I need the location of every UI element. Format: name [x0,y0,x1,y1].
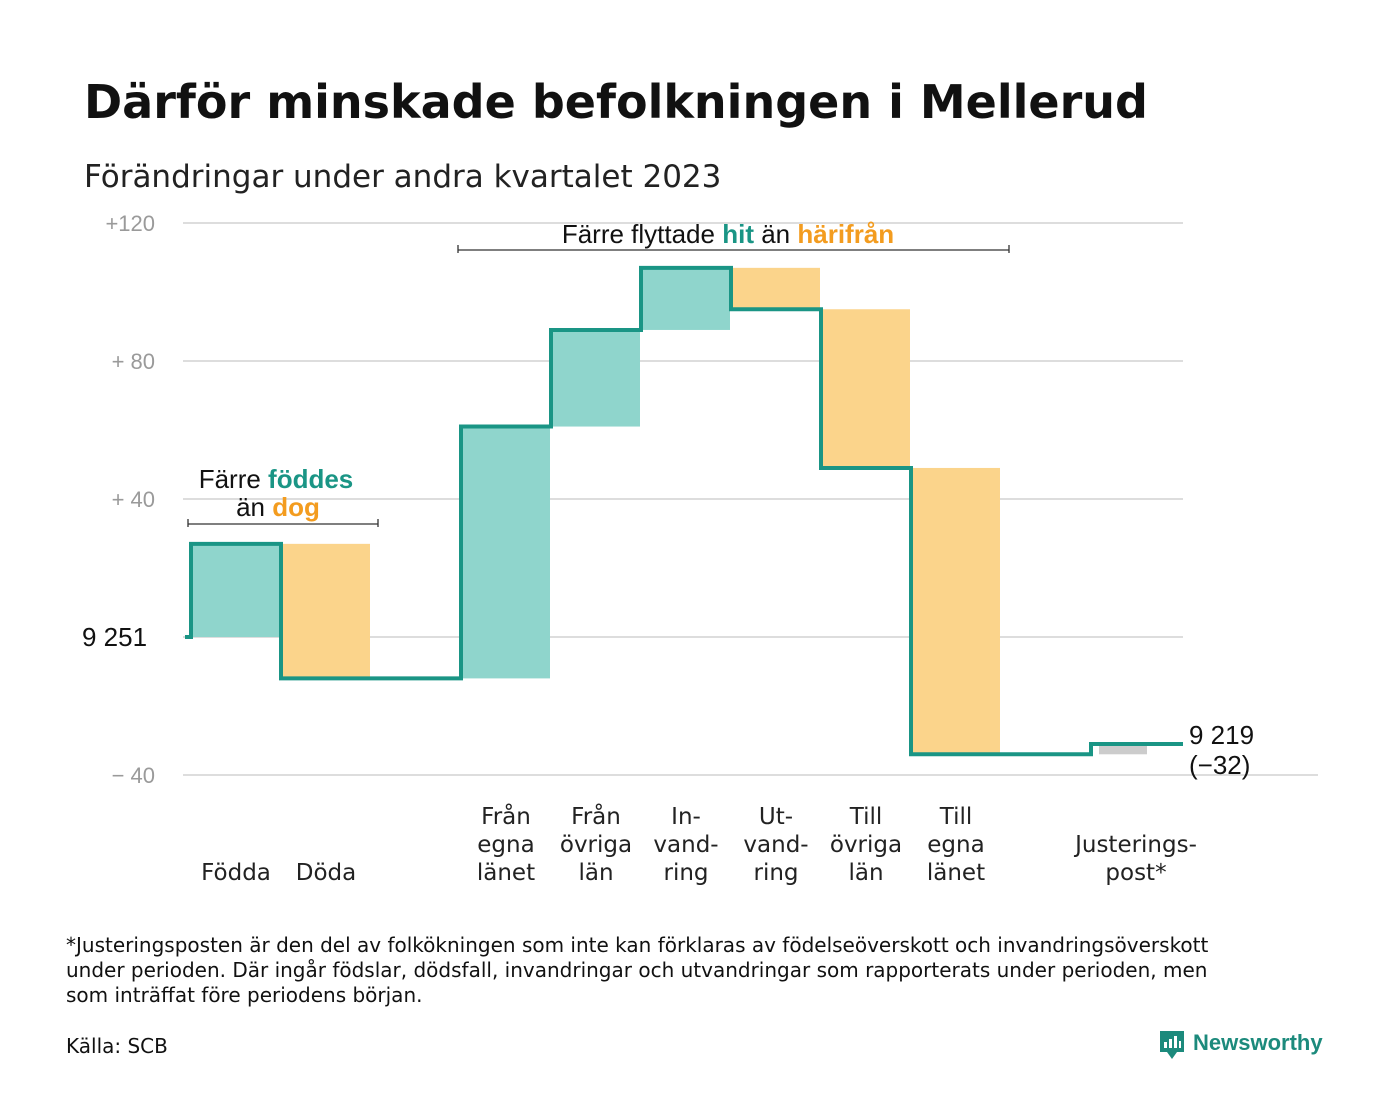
source-label: Källa: SCB [66,1034,168,1058]
category-label: Från [481,802,531,830]
category-label: Till [939,804,973,830]
end-change-label: (−32) [1189,750,1250,780]
category-label: Döda [296,860,356,886]
category-label: övriga [830,832,902,858]
footnote-line-1: *Justeringsposten är den del av folkökni… [66,933,1209,957]
category-label: län [848,860,883,886]
bar-invandring [643,267,730,330]
category-label: Till [849,804,883,830]
births-bracket [187,519,379,527]
footnote: *Justeringsposten är den del av folkökni… [66,933,1209,1007]
end-value-label: 9 219 [1189,720,1254,750]
bar-tillövrigalän [823,309,910,468]
category-label: egna [477,832,534,858]
births-annotation-line1: Färre föddes [199,464,354,494]
bar-frånövrigalän [553,329,640,427]
category-label: länet [477,860,535,886]
category-label: vand- [743,832,808,858]
y-axis-ticks: +120 + 80 + 40 − 40 [105,211,155,788]
category-label: län [578,860,613,886]
cumulative-line [185,265,1183,757]
bars [193,267,1147,755]
births-annotation: Färre föddes än dog [187,464,379,527]
category-label: In- [671,804,701,830]
moves-bracket [457,245,1010,253]
category-label: länet [927,860,985,886]
category-label: Ut- [759,804,793,830]
bar-tillegnalänet [913,467,1000,755]
y-tick-label: − 40 [112,763,155,788]
category-label: Födda [201,860,271,886]
newsworthy-logo: Newsworthy [1160,1030,1323,1059]
y-tick-label: +120 [105,211,155,236]
brand-name: Newsworthy [1193,1030,1323,1055]
y-tick-label: + 40 [112,487,155,512]
category-label: ring [753,860,798,886]
footnote-line-3: som inträffat före periodens början. [66,983,422,1007]
chart-title: Därför minskade befolkningen i Mellerud [84,75,1148,129]
moves-annotation-text: Färre flyttade hit än härifrån [562,219,894,249]
moves-annotation: Färre flyttade hit än härifrån [457,219,1010,253]
category-label: ring [663,860,708,886]
bar-döda [283,543,370,679]
y-tick-label: + 80 [112,349,155,374]
footnote-line-2: under perioden. Där ingår födslar, dödsf… [66,958,1207,982]
newsworthy-logo-icon [1160,1031,1184,1059]
start-value-label: 9 251 [82,622,147,652]
category-label: vand- [653,832,718,858]
category-label: egna [927,832,984,858]
category-label: övriga [560,832,632,858]
bar-utvandring [733,267,820,310]
bar-justeringspost [1099,743,1147,755]
category-label: Justerings- [1073,832,1197,858]
category-label: Från [571,802,621,830]
cumulative-step-line [185,265,1183,757]
category-label: post* [1105,860,1166,886]
bar-frånegnalänet [463,426,550,679]
births-annotation-line2: än dog [236,492,320,522]
chart-subtitle: Förändringar under andra kvartalet 2023 [84,159,721,195]
bar-födda [193,543,280,637]
category-labels: Födda DödaFrånegnalänetFrånövrigalänIn-va… [201,802,1197,886]
